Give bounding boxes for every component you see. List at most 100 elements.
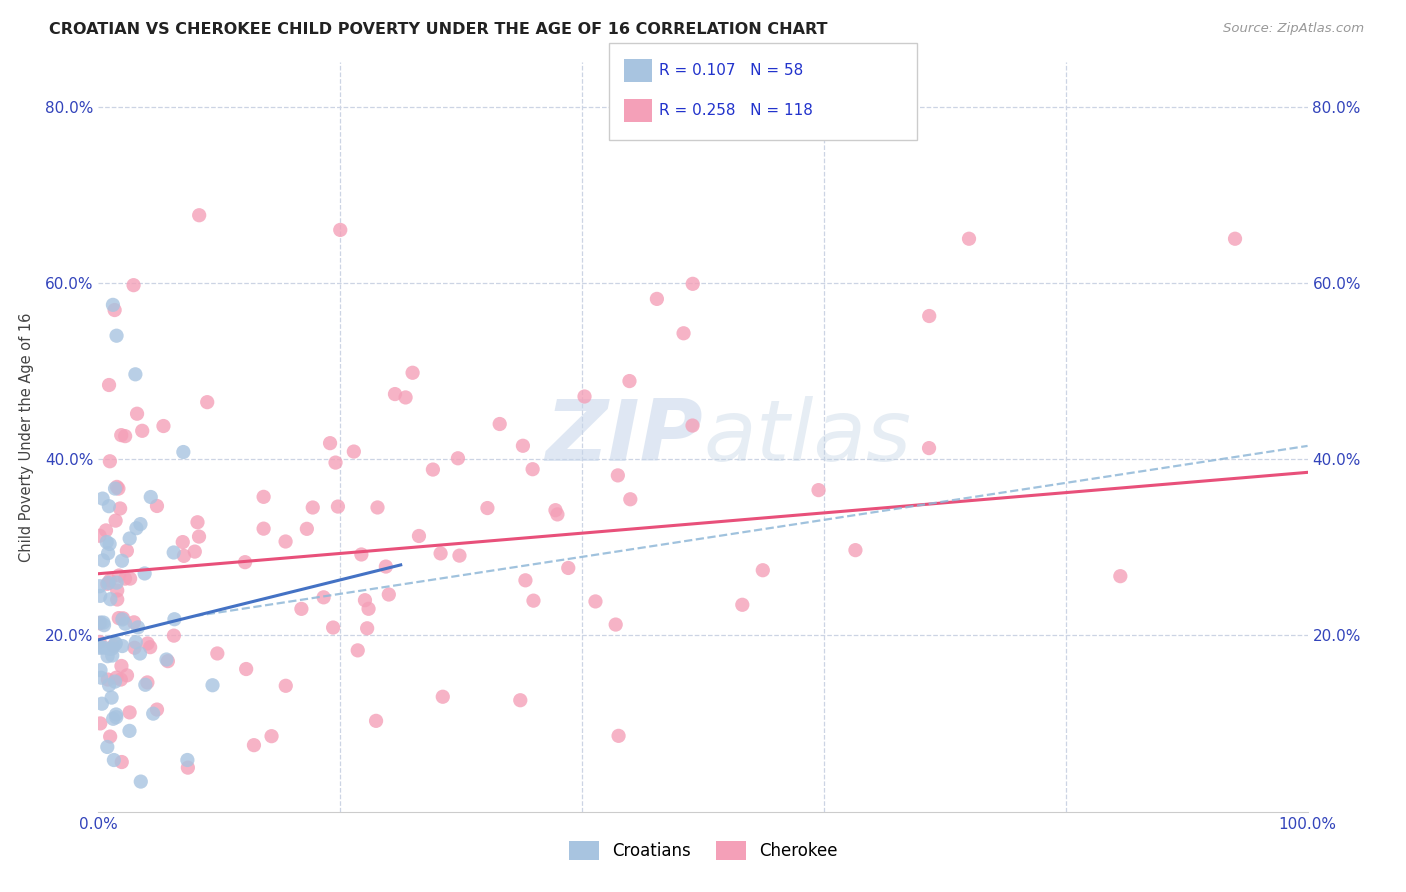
Text: R = 0.107   N = 58: R = 0.107 N = 58 bbox=[659, 63, 804, 78]
Point bbox=[96, 535, 118, 549]
Point bbox=[118, 532, 141, 546]
Point bbox=[107, 611, 129, 625]
Point bbox=[546, 508, 568, 522]
Point bbox=[124, 640, 146, 655]
Point bbox=[252, 522, 274, 536]
Point bbox=[139, 640, 162, 655]
Point bbox=[477, 501, 499, 516]
Point bbox=[108, 501, 131, 516]
Point bbox=[325, 456, 347, 470]
Point bbox=[93, 615, 115, 630]
Point bbox=[89, 635, 111, 649]
Point bbox=[146, 702, 169, 716]
Point bbox=[107, 482, 129, 496]
Point bbox=[235, 662, 257, 676]
Point bbox=[114, 616, 136, 631]
Point bbox=[155, 652, 177, 666]
Point bbox=[111, 755, 134, 769]
Point bbox=[114, 572, 136, 586]
Point bbox=[312, 591, 335, 605]
Point bbox=[134, 678, 156, 692]
Point bbox=[104, 674, 127, 689]
Point bbox=[918, 309, 941, 323]
Point bbox=[98, 678, 121, 692]
Point bbox=[101, 298, 124, 312]
Point bbox=[98, 574, 121, 588]
Point bbox=[125, 635, 148, 649]
Point bbox=[509, 693, 531, 707]
Point bbox=[807, 483, 830, 497]
Point bbox=[131, 424, 153, 438]
Point bbox=[447, 451, 470, 466]
Point bbox=[408, 529, 430, 543]
Point bbox=[103, 639, 125, 653]
Point bbox=[672, 326, 695, 341]
Point bbox=[163, 629, 186, 643]
Point bbox=[127, 620, 149, 634]
Point bbox=[129, 517, 152, 532]
Point bbox=[356, 621, 378, 635]
Point bbox=[844, 543, 866, 558]
Point bbox=[100, 690, 122, 705]
Point bbox=[110, 673, 132, 687]
Point bbox=[89, 716, 111, 731]
Point bbox=[374, 559, 396, 574]
Point bbox=[574, 389, 596, 403]
Point bbox=[163, 545, 186, 559]
Point bbox=[172, 445, 194, 459]
Point bbox=[118, 706, 141, 720]
Point bbox=[605, 617, 627, 632]
Point bbox=[89, 663, 111, 677]
Point bbox=[188, 530, 211, 544]
Point bbox=[118, 723, 141, 738]
Point bbox=[1223, 232, 1246, 246]
Point bbox=[515, 574, 537, 588]
Point bbox=[357, 602, 380, 616]
Point bbox=[101, 712, 124, 726]
Point bbox=[184, 544, 207, 558]
Point bbox=[105, 480, 128, 494]
Point bbox=[104, 637, 127, 651]
Point bbox=[557, 561, 579, 575]
Point bbox=[98, 378, 121, 392]
Point bbox=[97, 546, 120, 560]
Point bbox=[176, 753, 198, 767]
Point bbox=[110, 428, 132, 442]
Point bbox=[94, 524, 117, 538]
Point bbox=[957, 232, 980, 246]
Text: CROATIAN VS CHEROKEE CHILD POVERTY UNDER THE AGE OF 16 CORRELATION CHART: CROATIAN VS CHEROKEE CHILD POVERTY UNDER… bbox=[49, 22, 828, 37]
Point bbox=[91, 491, 114, 506]
Point bbox=[512, 439, 534, 453]
Point bbox=[326, 500, 349, 514]
Point bbox=[125, 521, 148, 535]
Point bbox=[449, 549, 471, 563]
Point bbox=[89, 640, 111, 655]
Point bbox=[295, 522, 318, 536]
Point bbox=[98, 537, 121, 551]
Point bbox=[682, 418, 704, 433]
Text: atlas: atlas bbox=[703, 395, 911, 479]
Point bbox=[98, 641, 121, 656]
Point bbox=[607, 729, 630, 743]
Point bbox=[111, 554, 134, 568]
Point bbox=[645, 292, 668, 306]
Point bbox=[186, 515, 208, 529]
Point bbox=[89, 640, 111, 654]
Point bbox=[252, 490, 274, 504]
Point bbox=[146, 499, 169, 513]
Point bbox=[105, 575, 128, 590]
Text: Source: ZipAtlas.com: Source: ZipAtlas.com bbox=[1223, 22, 1364, 36]
Point bbox=[918, 441, 941, 455]
Point bbox=[124, 368, 146, 382]
Point bbox=[89, 529, 111, 543]
Point bbox=[96, 739, 118, 754]
Point bbox=[322, 621, 344, 635]
Point bbox=[429, 546, 451, 560]
Point bbox=[105, 707, 128, 722]
Point bbox=[105, 592, 128, 607]
Point bbox=[110, 659, 132, 673]
Point bbox=[606, 468, 628, 483]
Point bbox=[350, 548, 373, 562]
Point bbox=[346, 643, 368, 657]
Point bbox=[274, 679, 297, 693]
